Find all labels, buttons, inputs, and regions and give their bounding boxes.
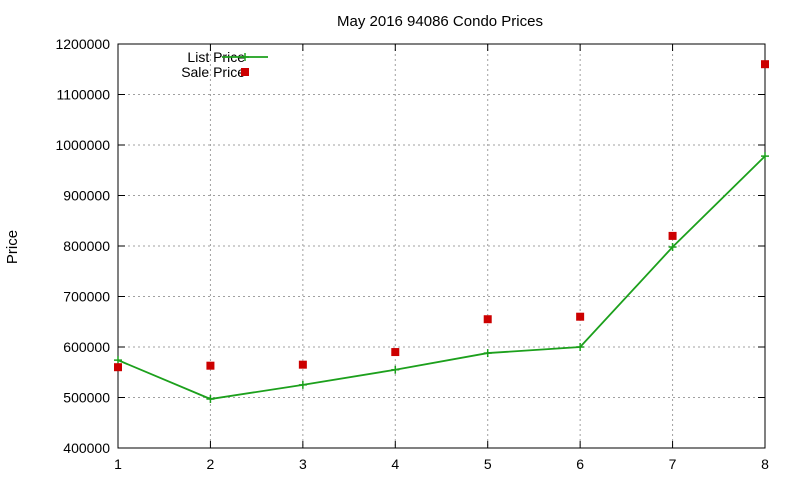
list-price-point <box>483 349 492 358</box>
plot-area-border <box>117 43 766 449</box>
y-tick-label: 700000 <box>63 289 110 305</box>
y-tick-label: 400000 <box>63 440 110 456</box>
list-price-point <box>114 356 122 365</box>
grid <box>118 44 765 448</box>
axis-ticks: 400000 500000 600000 700000 800000 900000 1000… <box>55 36 769 472</box>
x-tick-label: 2 <box>207 456 215 472</box>
x-tick-label: 8 <box>761 456 769 472</box>
y-tick-label: 900000 <box>63 188 110 204</box>
sale-price-point <box>668 231 677 240</box>
legend-plus-marker <box>241 53 249 61</box>
list-price-point <box>761 152 769 161</box>
list-price-point <box>668 243 677 252</box>
list-price-point <box>576 343 585 351</box>
legend-label: List Price <box>187 49 245 65</box>
sale-price-point <box>761 60 769 69</box>
y-axis-label: Price <box>4 230 21 264</box>
x-tick-label: 6 <box>576 456 584 472</box>
y-tick-label: 600000 <box>63 339 110 355</box>
y-tick-label: 500000 <box>63 390 110 406</box>
y-tick-label: 1100000 <box>57 87 111 103</box>
list-price-point <box>391 365 400 374</box>
y-tick-label: 1000000 <box>55 137 110 153</box>
x-tick-label: 4 <box>391 456 399 472</box>
series <box>114 60 769 404</box>
y-tick-label: 800000 <box>63 238 110 254</box>
sale-price-point <box>114 363 122 372</box>
sale-price-point <box>298 360 307 369</box>
sale-price-point <box>391 348 400 357</box>
x-tick-label: 5 <box>484 456 492 472</box>
legend-square-marker <box>241 68 249 76</box>
y-tick-label: 1200000 <box>55 36 110 52</box>
x-tick-label: 3 <box>299 456 307 472</box>
list-price-point <box>206 395 215 404</box>
list-price-point <box>298 380 307 389</box>
x-tick-label: 7 <box>669 456 677 472</box>
legend-label: Sale Price <box>181 64 245 80</box>
sale-price-point <box>206 361 215 370</box>
chart-title: May 2016 94086 Condo Prices <box>337 13 543 30</box>
sale-price-point <box>576 312 585 321</box>
list-price-line <box>117 155 766 400</box>
x-tick-label: 1 <box>114 456 122 472</box>
sale-price-point <box>483 315 492 324</box>
